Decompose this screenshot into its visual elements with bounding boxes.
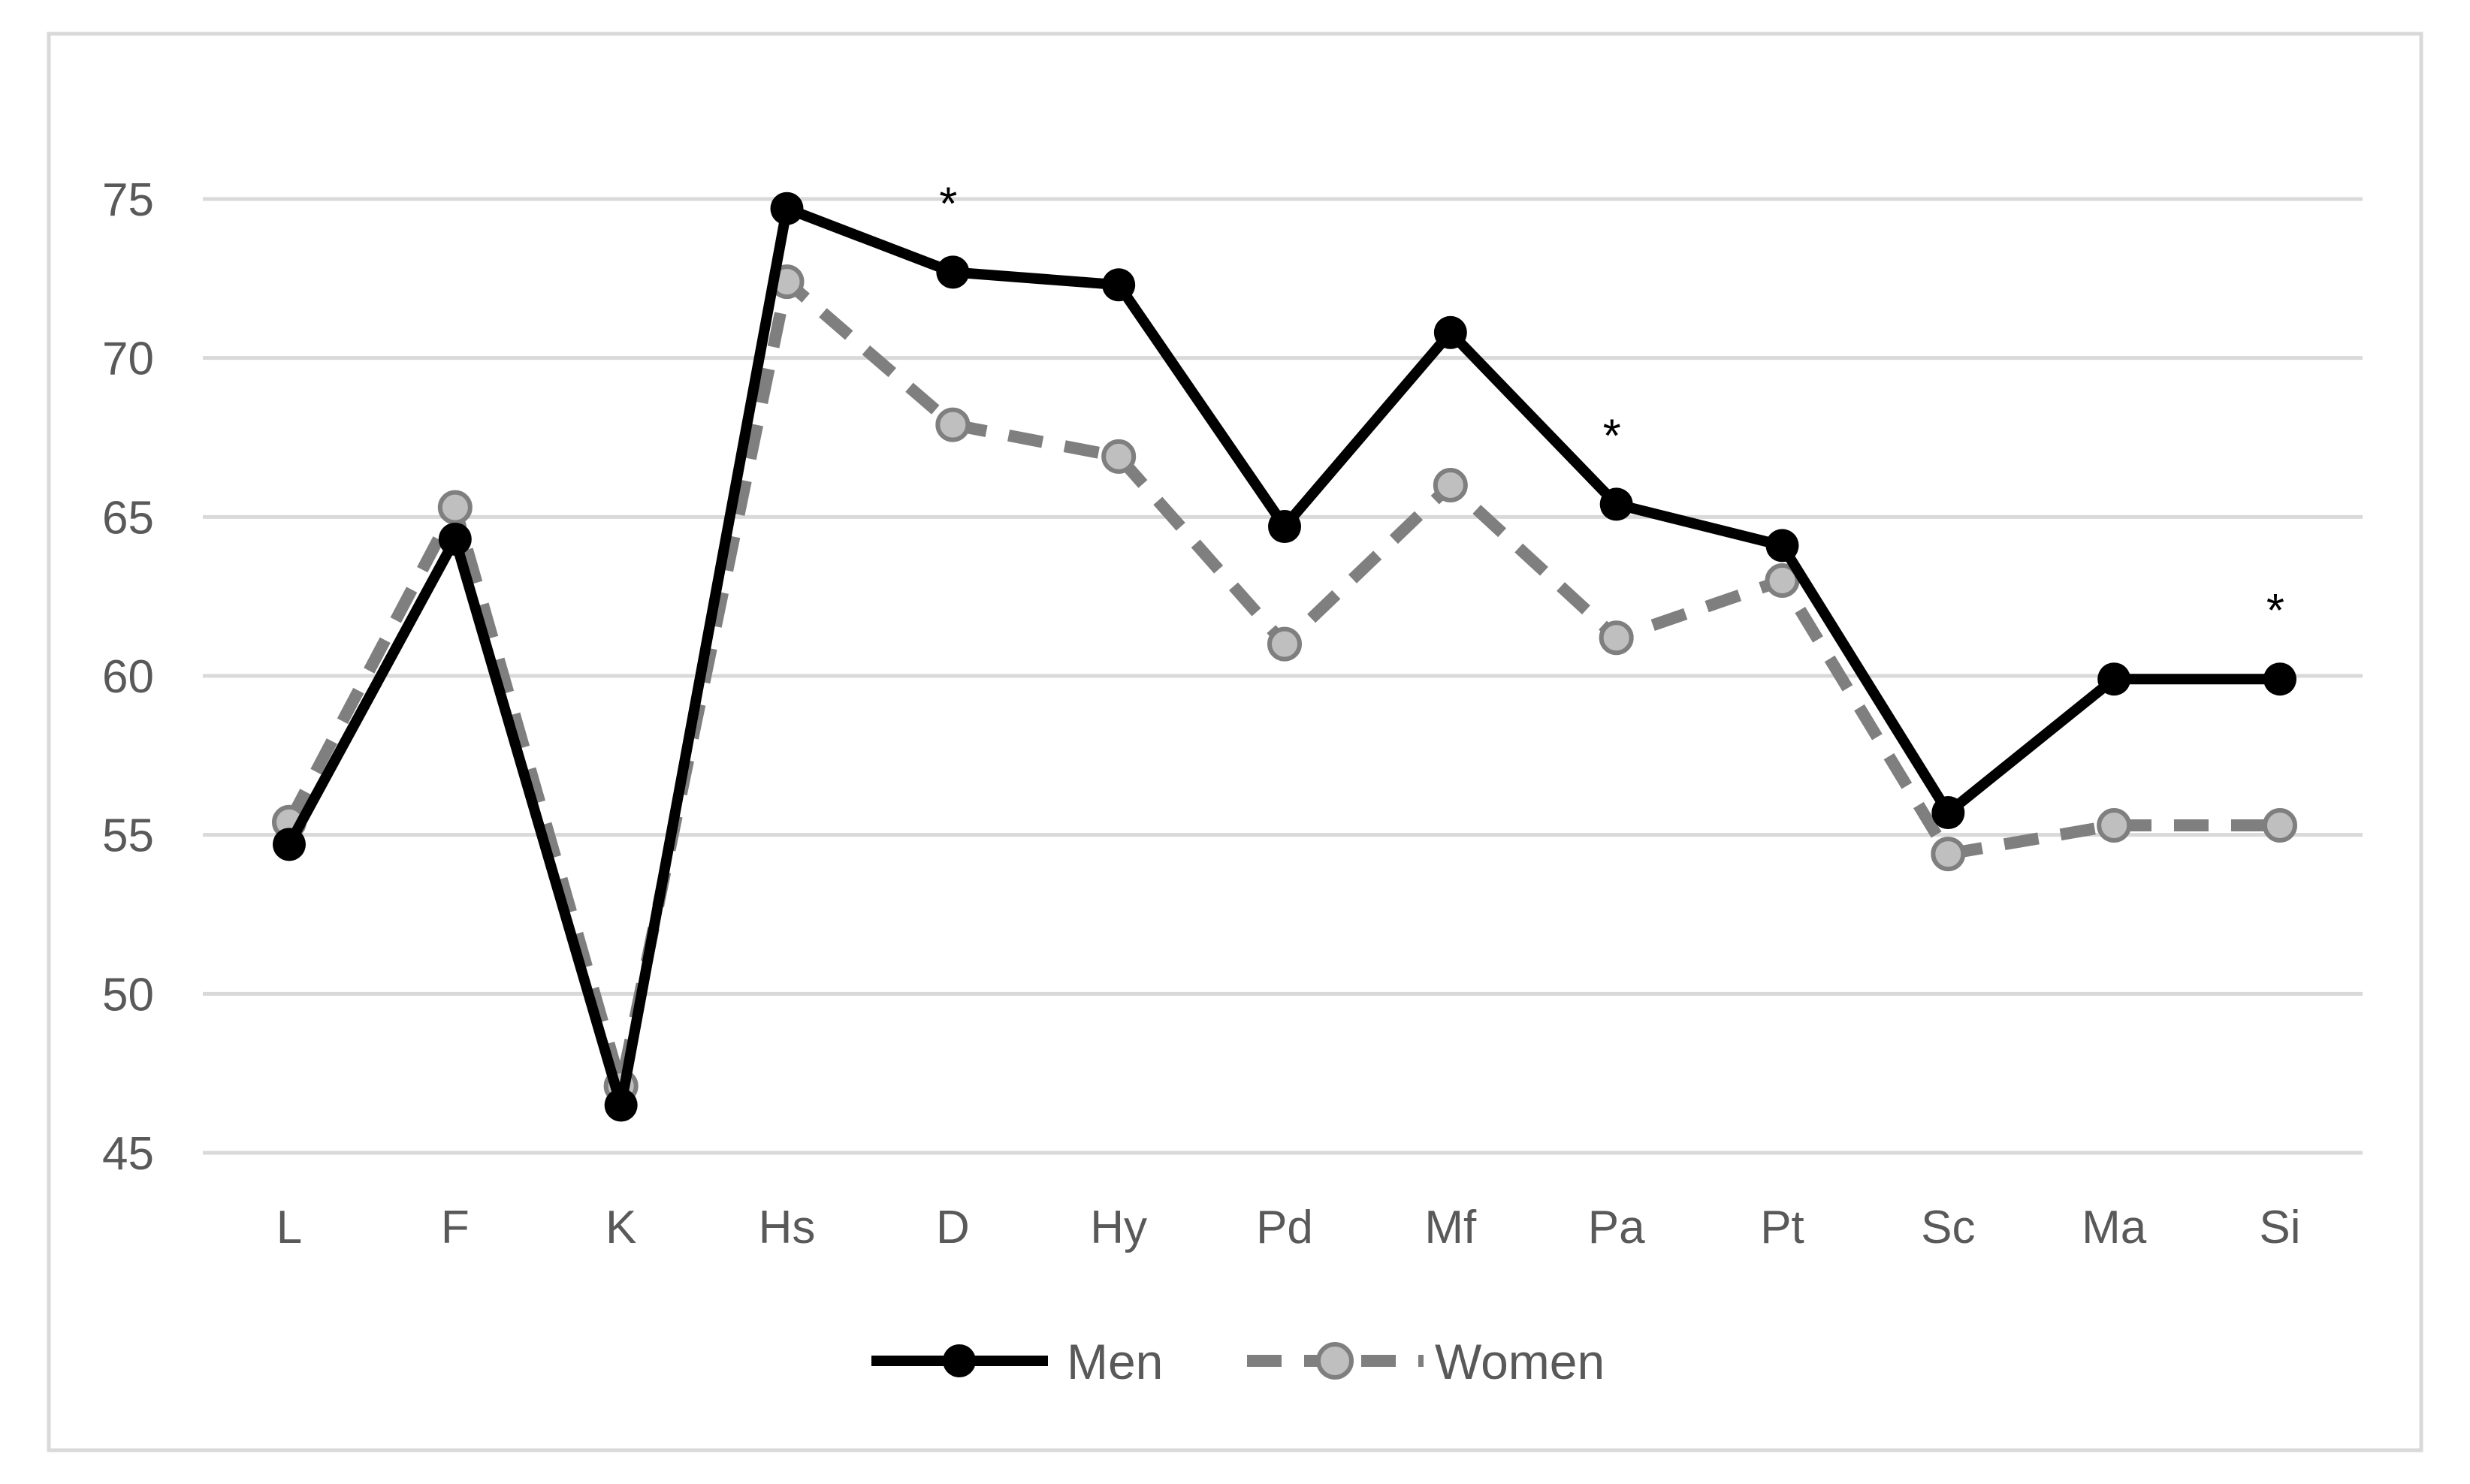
x-tick-label: L: [276, 1202, 302, 1253]
data-point-women-sc: [1931, 837, 1966, 872]
data-point-men-ma: [2097, 662, 2131, 696]
y-tick-label: 45: [102, 1128, 154, 1180]
x-tick-label: Pd: [1256, 1202, 1313, 1253]
data-point-men-pa: [1599, 487, 1633, 521]
data-point-men-hy: [1102, 268, 1136, 302]
data-point-men-f: [438, 522, 472, 556]
data-point-men-l: [273, 828, 306, 861]
x-tick-label: Pa: [1588, 1202, 1645, 1253]
x-tick-label: Hy: [1090, 1202, 1147, 1253]
legend-item-men: Men: [871, 1334, 1163, 1389]
x-tick-label: D: [936, 1202, 970, 1253]
data-point-men-sc: [1931, 796, 1965, 830]
annotations: * * *: [939, 178, 2284, 637]
data-point-women-mf: [1433, 468, 1468, 502]
significance-marker: *: [2266, 585, 2284, 637]
legend-marker-men: [943, 1344, 976, 1377]
data-point-women-ma: [2097, 807, 2132, 843]
legend-item-women: Women: [1247, 1334, 1605, 1389]
y-tick-label: 60: [102, 651, 154, 703]
x-tick-label: K: [605, 1202, 636, 1253]
data-point-men-d: [936, 255, 970, 289]
y-tick-label: 50: [102, 969, 154, 1021]
y-tick-label: 65: [102, 492, 154, 544]
legend: Men Women: [871, 1334, 1605, 1389]
y-tick-label: 55: [102, 810, 154, 862]
x-tick-label: Hs: [759, 1202, 816, 1253]
y-axis-ticks: 45 50 55 60 65 70 75: [102, 174, 154, 1180]
significance-marker: *: [939, 178, 957, 230]
y-tick-label: 75: [102, 174, 154, 226]
data-point-women-f: [437, 490, 473, 525]
data-point-men-pt: [1765, 529, 1799, 563]
legend-label-men: Men: [1067, 1334, 1163, 1389]
series-layer: [272, 192, 2297, 1122]
chart-border: [47, 32, 2423, 1452]
x-tick-label: Mf: [1424, 1202, 1477, 1253]
data-point-men-mf: [1433, 315, 1467, 349]
significance-marker: *: [1603, 410, 1621, 462]
data-point-men-pd: [1268, 510, 1301, 544]
data-point-women-d: [935, 407, 971, 442]
data-point-women-pd: [1267, 626, 1302, 662]
x-tick-label: F: [441, 1202, 470, 1253]
series-men: [273, 192, 2296, 1122]
x-tick-label: Sc: [1921, 1202, 1975, 1253]
data-point-women-hy: [1101, 439, 1137, 474]
x-tick-label: Ma: [2082, 1202, 2147, 1253]
data-point-men-si: [2263, 662, 2296, 696]
data-point-men-k: [604, 1088, 638, 1122]
x-tick-label: Si: [2259, 1202, 2300, 1253]
legend-marker-women: [1316, 1342, 1354, 1380]
x-axis-ticks: L F K Hs D Hy Pd Mf Pa Pt Sc Ma Si: [276, 1202, 2301, 1253]
data-point-women-pt: [1765, 563, 1800, 598]
legend-label-women: Women: [1435, 1334, 1605, 1389]
data-point-women-pa: [1599, 620, 1634, 656]
y-tick-label: 70: [102, 333, 154, 385]
data-point-men-hs: [770, 192, 804, 225]
x-tick-label: Pt: [1760, 1202, 1804, 1253]
data-point-women-si: [2263, 807, 2297, 843]
